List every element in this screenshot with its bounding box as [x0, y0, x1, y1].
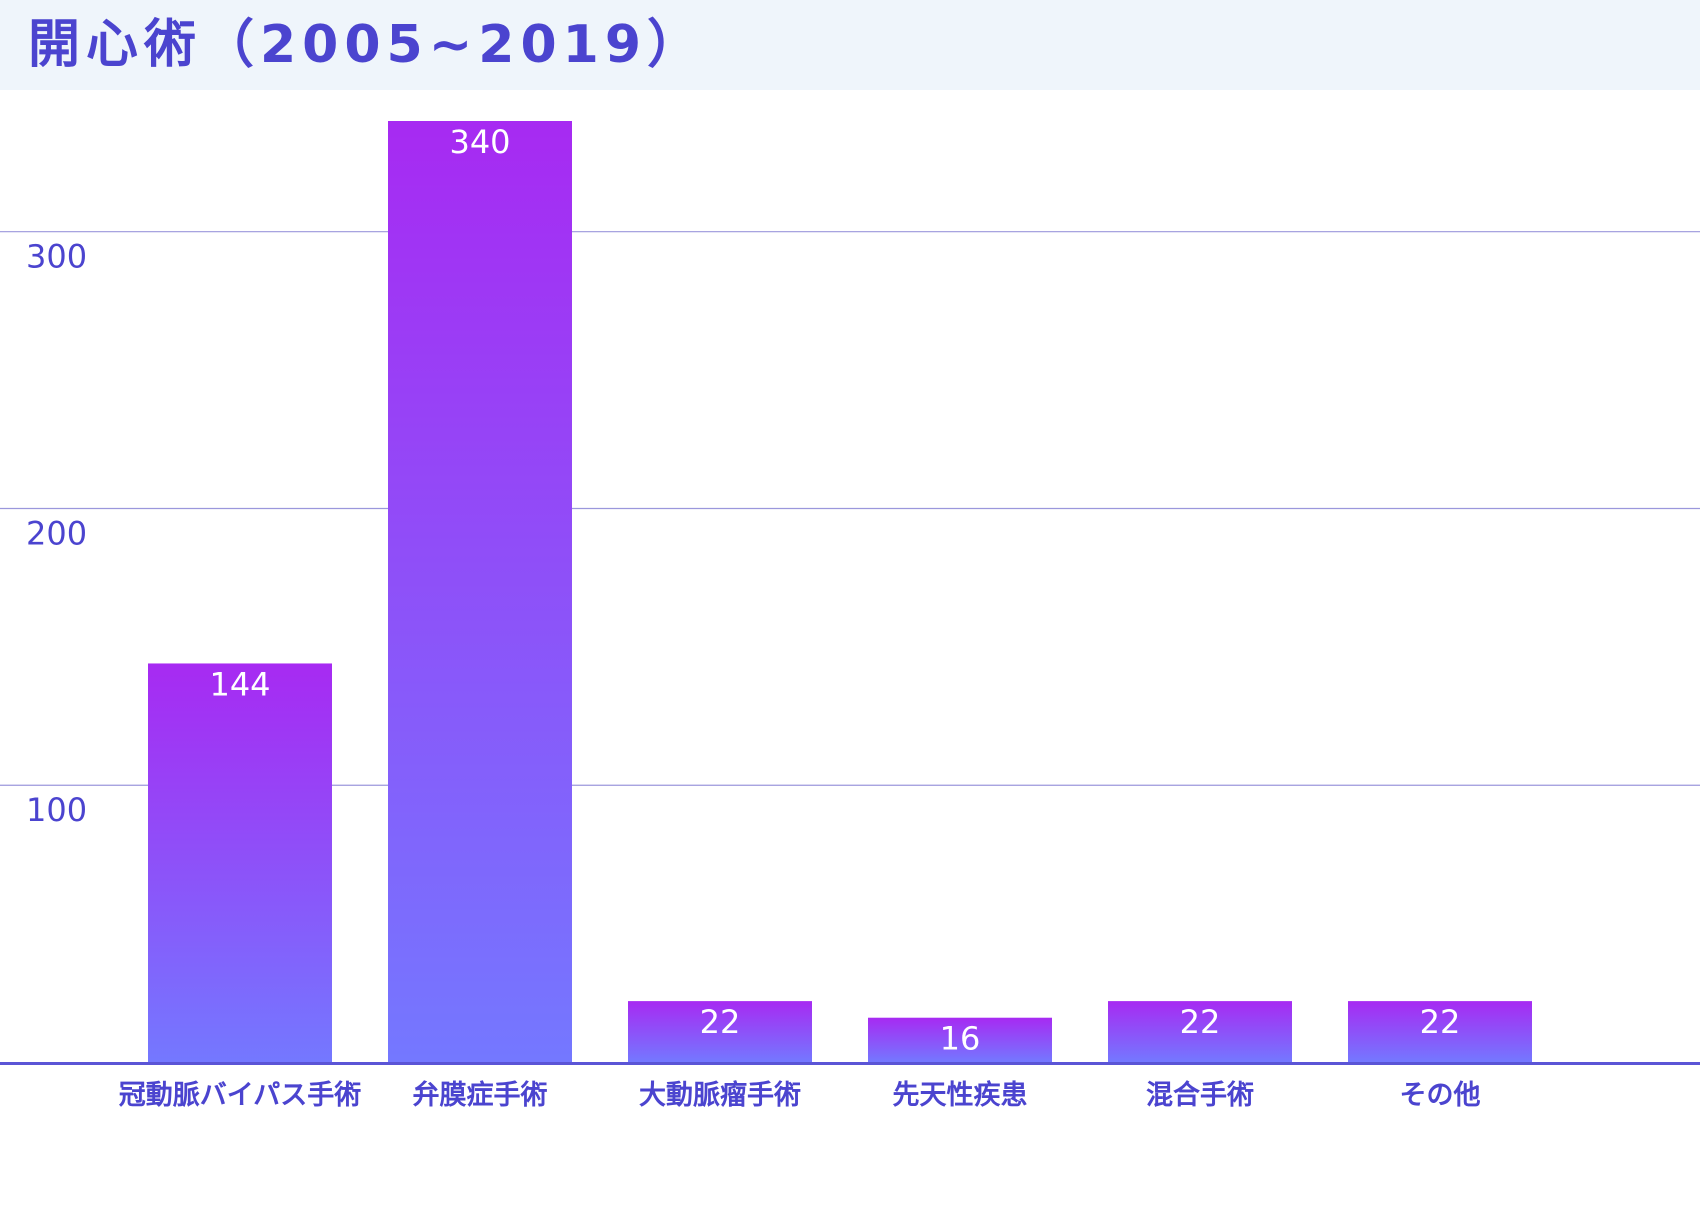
chart-area: 100 200 300 144 340 22 16 22 22 冠動脈バイパス手術 弁膜症手術 大… [0, 90, 1700, 1215]
data-label: 22 [1180, 1003, 1221, 1041]
x-tick-label: 弁膜症手術 [413, 1080, 548, 1111]
data-label: 340 [449, 123, 510, 161]
chart-title: 開心術（2005~2019） [28, 15, 706, 75]
data-label: 16 [940, 1020, 981, 1058]
y-tick-label: 100 [26, 791, 87, 829]
bar [1108, 1001, 1292, 1062]
bar [148, 663, 332, 1062]
x-tick-label: 先天性疾患 [893, 1079, 1028, 1111]
bar [868, 1017, 1052, 1062]
data-label: 144 [209, 665, 270, 703]
x-tick-label: その他 [1400, 1080, 1481, 1111]
bar-chart: 100 200 300 144 340 22 16 22 22 冠動脈バイパス手術 弁膜症手術 大… [0, 121, 1700, 1111]
bar [388, 121, 572, 1062]
bars [148, 121, 1532, 1062]
bar [628, 1001, 812, 1062]
x-tick-label: 混合手術 [1146, 1079, 1254, 1111]
y-tick-label: 200 [26, 514, 87, 552]
y-tick-label: 300 [26, 238, 87, 276]
bar [1348, 1001, 1532, 1062]
data-labels: 144 340 22 16 22 22 [209, 123, 1460, 1058]
data-label: 22 [700, 1003, 741, 1041]
data-label: 22 [1420, 1003, 1461, 1041]
x-tick-label: 大動脈瘤手術 [639, 1079, 801, 1111]
x-tick-label: 冠動脈バイパス手術 [119, 1080, 361, 1111]
y-axis-ticks: 100 200 300 [26, 238, 87, 830]
chart-header: 開心術（2005~2019） [0, 0, 1700, 90]
x-axis-ticks: 冠動脈バイパス手術 弁膜症手術 大動脈瘤手術 先天性疾患 混合手術 その他 [119, 1079, 1481, 1111]
